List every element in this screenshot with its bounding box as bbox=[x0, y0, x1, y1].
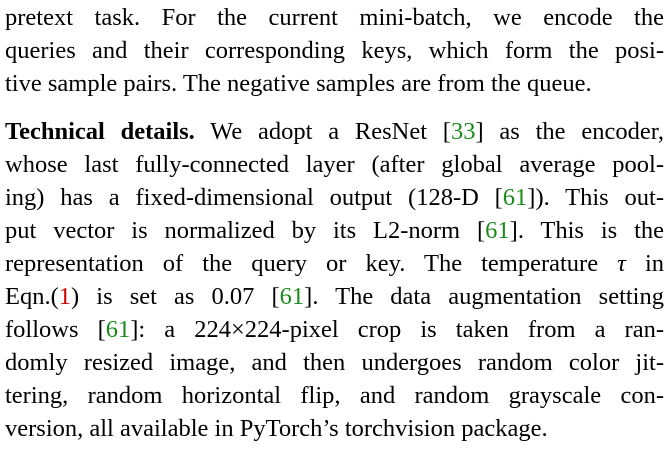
text-run: ing) has a fixed-dimensional output (128… bbox=[5, 184, 503, 211]
text-line: Eqn.(1) is set as 0.07 [61]. The data au… bbox=[5, 280, 664, 313]
text-line: pretext task. For the current mini-batch… bbox=[5, 1, 664, 34]
text-run: pretext task. For the current mini-batch… bbox=[5, 4, 664, 31]
paragraph-heading: Technical details. bbox=[5, 118, 195, 145]
text-line: follows [61]: a 224×224-pixel crop is ta… bbox=[5, 313, 664, 346]
text-line: ing) has a fixed-dimensional output (128… bbox=[5, 181, 664, 214]
citation-link[interactable]: 61 bbox=[502, 184, 528, 211]
text-line: representation of the query or key. The … bbox=[5, 247, 664, 280]
text-run: queries and their corresponding keys, wh… bbox=[5, 37, 664, 64]
text-run: ]: a 224×224-pixel crop is taken from a … bbox=[130, 316, 664, 343]
citation-link[interactable]: 61 bbox=[105, 316, 131, 343]
text-line: version, all available in PyTorch’s torc… bbox=[5, 412, 664, 445]
text-run: put vector is normalized by its L2-norm … bbox=[5, 217, 486, 244]
citation-link[interactable]: 61 bbox=[279, 283, 305, 310]
text-run: ) is set as 0.07 [ bbox=[71, 283, 280, 310]
text-line: put vector is normalized by its L2-norm … bbox=[5, 214, 664, 247]
text-run: ]). This out- bbox=[527, 184, 664, 211]
citation-link[interactable]: 61 bbox=[485, 217, 510, 244]
text-run: ]. The data augmentation setting bbox=[304, 283, 664, 310]
text-run: We adopt a ResNet [ bbox=[194, 118, 451, 145]
text-line: whose last fully-connected layer (after … bbox=[5, 148, 664, 181]
text-run: follows [ bbox=[5, 316, 106, 343]
text-run: representation of the query or key. The … bbox=[5, 250, 618, 277]
text-run: ]. This is the bbox=[509, 217, 665, 244]
text-line: domly resized image, and then undergoes … bbox=[5, 346, 664, 379]
citation-link[interactable]: 33 bbox=[450, 118, 476, 145]
text-run: in bbox=[625, 250, 664, 277]
text-run: tering, random horizontal flip, and rand… bbox=[5, 382, 664, 409]
text-run: domly resized image, and then undergoes … bbox=[5, 349, 664, 376]
equation-link[interactable]: 1 bbox=[58, 283, 71, 310]
math-symbol: τ bbox=[617, 250, 626, 277]
text-line: queries and their corresponding keys, wh… bbox=[5, 34, 664, 67]
text-run: tive sample pairs. The negative samples … bbox=[5, 70, 592, 97]
text-run: ] as the encoder, bbox=[475, 118, 664, 145]
text-run: Eqn.( bbox=[5, 283, 59, 310]
text-line: tive sample pairs. The negative samples … bbox=[5, 67, 664, 100]
text-line: Technical details. We adopt a ResNet [33… bbox=[5, 115, 664, 148]
text-run: whose last fully-connected layer (after … bbox=[5, 151, 664, 178]
text-run: version, all available in PyTorch’s torc… bbox=[5, 415, 548, 442]
text-line: tering, random horizontal flip, and rand… bbox=[5, 379, 664, 412]
